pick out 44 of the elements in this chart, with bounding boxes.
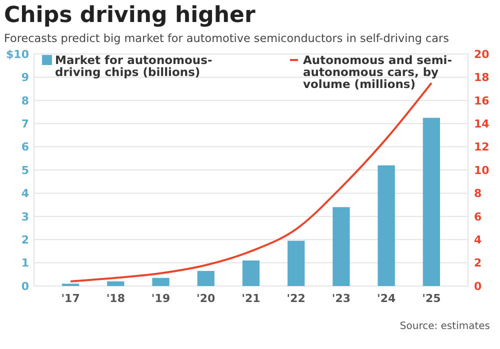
y2-tick-label: 14 (474, 117, 490, 130)
y2-tick-label: 10 (474, 164, 490, 177)
x-tick-label: '20 (196, 292, 216, 305)
x-tick-label: '18 (106, 292, 125, 305)
y2-tick-label: 20 (474, 48, 490, 61)
y-tick-label: 6 (21, 140, 30, 154)
chart-title: Chips driving higher (4, 3, 256, 28)
bar (332, 207, 350, 286)
bar (242, 260, 260, 286)
x-tick-label: '19 (151, 292, 170, 305)
y2-tick-label: 6 (474, 210, 482, 224)
x-tick-label: '17 (61, 292, 80, 305)
y-tick-label: 9 (21, 71, 29, 84)
x-tick-label: '23 (332, 292, 351, 305)
y-tick-label: 1 (21, 256, 29, 270)
y-tick-label: 7 (21, 117, 29, 130)
legend-label: Autonomous and semi-autonomous cars, by volume (millions) (303, 53, 452, 91)
legend-label: Market for autonomous-driving chips (billions) (55, 53, 212, 79)
y2-tick-label: 8 (474, 187, 482, 200)
y2-tick-label: 12 (474, 140, 490, 154)
bar (378, 165, 395, 286)
y-tick-label: 2 (21, 233, 29, 246)
y-tick-label: 8 (21, 94, 29, 108)
bar (422, 118, 440, 286)
bar (288, 240, 305, 286)
y-tick-label: 0 (21, 280, 30, 293)
source-note: Source: estimates (400, 321, 490, 332)
y2-tick-label: 18 (474, 71, 490, 84)
x-tick-label: '24 (377, 292, 396, 305)
y-tick-label: 3 (21, 210, 29, 224)
y2-tick-label: 2 (474, 256, 482, 270)
chart-subtitle: Forecasts predict big market for automotive semiconductors in self-driving cars (4, 32, 450, 45)
x-tick-label: '25 (422, 292, 441, 305)
y-tick-label: $10 (6, 48, 30, 61)
bar (152, 278, 170, 286)
bar (107, 281, 124, 286)
x-tick-label: '21 (242, 292, 260, 305)
y-tick-label: 5 (21, 164, 29, 177)
x-tick-label: '22 (286, 292, 306, 305)
y2-tick-label: 0 (474, 280, 482, 293)
y2-tick-label: 16 (474, 94, 490, 108)
y-tick-label: 4 (21, 187, 30, 200)
y2-tick-label: 4 (474, 233, 482, 246)
bar (197, 270, 214, 286)
